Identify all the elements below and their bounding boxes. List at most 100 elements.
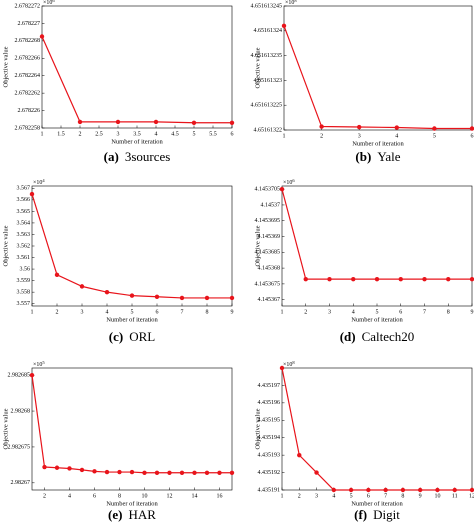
point <box>279 186 285 192</box>
caption-text: ORL <box>129 329 155 344</box>
x-tick-label: 5 <box>433 133 436 139</box>
point <box>192 470 197 475</box>
x-tick-label: 4.5 <box>171 131 179 137</box>
y-axis-label: Objective value <box>2 225 9 266</box>
y-tick-label: 3.563 <box>17 232 31 238</box>
x-tick-label: 6 <box>399 309 402 315</box>
point <box>229 295 235 301</box>
y-axis-label: Objective value <box>254 225 261 266</box>
x-tick-label: 4 <box>106 309 109 315</box>
x-tick-label: 8 <box>401 493 404 499</box>
point <box>422 276 427 282</box>
x-tick-label: 9 <box>471 309 474 315</box>
point <box>79 467 85 473</box>
point <box>42 464 47 470</box>
y-tick-label: 2.6782268 <box>15 38 41 44</box>
y-tick-label: 2.678226 <box>18 108 41 114</box>
point <box>167 470 172 475</box>
x-tick-label: 8 <box>206 309 209 315</box>
x-tick-label: 2 <box>320 133 323 139</box>
multiplier-base: ×10 <box>283 180 292 186</box>
x-tick-label: 16 <box>217 493 223 499</box>
x-tick-label: 5.5 <box>209 131 217 137</box>
point <box>77 119 83 125</box>
x-tick-label: 4 <box>155 131 158 137</box>
caption-label: (b) <box>355 149 371 164</box>
x-tick-label: 6 <box>471 133 474 139</box>
plot-frame <box>281 367 473 491</box>
x-tick-label: 10 <box>142 493 148 499</box>
point <box>281 23 287 29</box>
point <box>29 191 35 197</box>
point <box>229 120 235 125</box>
point <box>357 124 362 130</box>
series-line <box>281 189 472 280</box>
x-tick-label: 6 <box>367 493 370 499</box>
y-tick-label: 4.65161323 <box>254 78 283 84</box>
plot-frame <box>31 367 233 491</box>
caption-text: HAR <box>128 507 156 522</box>
point <box>435 487 440 493</box>
y-multiplier: ×106 <box>283 178 295 186</box>
x-tick-label: 9 <box>419 493 422 499</box>
x-tick-label: 5 <box>193 131 196 137</box>
y-multiplier: ×106 <box>43 0 55 6</box>
point <box>374 276 380 282</box>
series-line <box>281 367 472 491</box>
multiplier-base: ×10 <box>33 180 42 186</box>
y-tick-label: 4.435196 <box>258 400 281 406</box>
x-tick-label: 7 <box>423 309 426 315</box>
x-axis-label: Number of iteration <box>106 316 158 323</box>
caption-text: Yale <box>377 149 400 164</box>
x-tick-label: 9 <box>231 309 234 315</box>
point <box>297 452 302 458</box>
point <box>29 372 35 378</box>
point <box>469 276 474 282</box>
multiplier-exponent: 8 <box>292 360 295 365</box>
x-axis-label: Number of iteration <box>106 500 158 507</box>
y-tick-label: 2.6782262 <box>15 91 41 97</box>
y-tick-label: 4.1453675 <box>255 281 281 287</box>
x-tick-label: 12 <box>469 493 474 499</box>
x-tick-label: 1 <box>41 131 44 137</box>
x-tick-label: 3 <box>117 131 120 137</box>
multiplier-base: ×10 <box>285 0 294 6</box>
point <box>383 487 388 493</box>
point <box>54 465 60 470</box>
y-tick-label: 4.65161322 <box>254 127 283 133</box>
y-multiplier: ×104 <box>33 178 45 186</box>
x-tick-label: 2 <box>43 493 46 499</box>
point <box>129 469 135 475</box>
x-tick-label: 11 <box>452 493 458 499</box>
x-tick-label: 12 <box>167 493 173 499</box>
x-tick-label: 4 <box>352 309 355 315</box>
y-tick-label: 3.559 <box>17 278 31 284</box>
caption-text: 3sources <box>125 149 171 164</box>
point <box>129 293 135 298</box>
y-tick-label: 2.982675 <box>8 444 31 450</box>
point <box>400 487 406 493</box>
multiplier-exponent: 5 <box>42 360 45 365</box>
series-line <box>41 36 232 124</box>
multiplier-exponent: 8 <box>294 0 297 3</box>
series-line <box>31 375 232 474</box>
x-tick-label: 1 <box>31 309 34 315</box>
y-tick-label: 2.982685 <box>8 373 31 379</box>
x-tick-label: 8 <box>447 309 450 315</box>
point <box>153 119 159 125</box>
series-line <box>283 25 472 130</box>
multiplier-exponent: 6 <box>292 178 295 183</box>
x-tick-label: 1 <box>281 493 284 499</box>
point <box>204 470 210 475</box>
y-tick-label: 4.435194 <box>258 435 281 441</box>
x-tick-label: 7 <box>181 309 184 315</box>
plot-frame <box>281 185 473 307</box>
y-multiplier: ×108 <box>283 360 295 368</box>
y-tick-label: 3.564 <box>17 220 31 226</box>
x-tick-label: 8 <box>118 493 121 499</box>
point <box>314 470 319 475</box>
y-tick-label: 4.145368 <box>258 265 281 271</box>
y-tick-label: 2.6782264 <box>15 73 41 79</box>
y-tick-label: 3.557 <box>17 301 31 307</box>
point <box>115 119 121 125</box>
